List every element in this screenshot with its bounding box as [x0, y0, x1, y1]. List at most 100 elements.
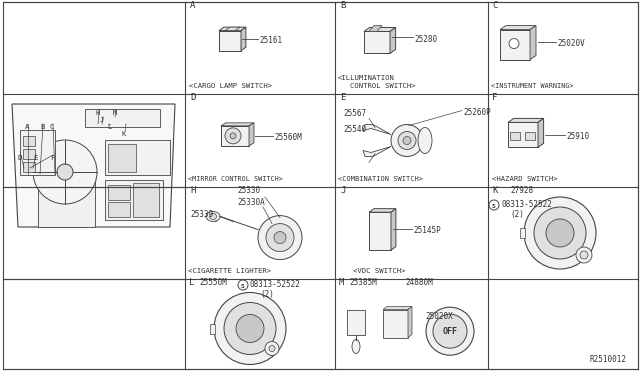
- Text: (2): (2): [510, 210, 524, 219]
- Bar: [383, 310, 408, 337]
- Polygon shape: [390, 28, 396, 54]
- Circle shape: [258, 216, 302, 260]
- Circle shape: [509, 39, 519, 49]
- Polygon shape: [12, 104, 175, 227]
- Bar: [500, 29, 530, 60]
- Polygon shape: [391, 209, 396, 250]
- Bar: [133, 183, 159, 217]
- Circle shape: [580, 251, 588, 259]
- Bar: [520, 228, 525, 238]
- Polygon shape: [241, 27, 246, 51]
- Bar: [525, 132, 535, 140]
- Ellipse shape: [352, 340, 360, 353]
- Polygon shape: [508, 118, 543, 122]
- Text: <INSTRUMENT WARNING>: <INSTRUMENT WARNING>: [491, 83, 573, 89]
- Text: 25330: 25330: [237, 186, 260, 195]
- Text: C: C: [50, 124, 54, 130]
- Text: 25260P: 25260P: [463, 108, 491, 117]
- Text: (2): (2): [260, 290, 274, 299]
- Bar: [347, 310, 365, 334]
- Polygon shape: [538, 118, 543, 147]
- Text: F: F: [50, 155, 54, 161]
- Polygon shape: [383, 307, 412, 310]
- Bar: [20, 130, 55, 175]
- Text: 24880M: 24880M: [405, 278, 433, 287]
- Polygon shape: [369, 25, 382, 32]
- Text: <MIRROR CONTROL SWITCH>: <MIRROR CONTROL SWITCH>: [188, 176, 283, 182]
- Polygon shape: [225, 27, 240, 31]
- Circle shape: [214, 292, 286, 365]
- Text: 25567: 25567: [343, 109, 366, 118]
- Text: 25280: 25280: [414, 35, 437, 44]
- Bar: [105, 140, 170, 175]
- Bar: [23, 136, 35, 146]
- Text: B: B: [340, 1, 346, 10]
- Text: <CIGARETTE LIGHTER>: <CIGARETTE LIGHTER>: [188, 268, 271, 274]
- Bar: [85, 109, 160, 127]
- Bar: [23, 149, 35, 159]
- Ellipse shape: [418, 128, 432, 154]
- Text: 25560M: 25560M: [274, 133, 301, 142]
- Circle shape: [225, 128, 241, 144]
- Text: 25385M: 25385M: [349, 278, 377, 287]
- Text: F: F: [492, 93, 497, 102]
- Text: D: D: [190, 93, 195, 102]
- Polygon shape: [369, 212, 391, 250]
- Circle shape: [266, 224, 294, 251]
- Bar: [210, 324, 215, 334]
- Text: J: J: [340, 186, 346, 195]
- Circle shape: [265, 341, 279, 356]
- Text: K: K: [492, 186, 497, 195]
- Polygon shape: [38, 177, 95, 227]
- Circle shape: [274, 232, 286, 244]
- Circle shape: [236, 314, 264, 343]
- Bar: [221, 126, 249, 146]
- Text: CONTROL SWITCH>: CONTROL SWITCH>: [350, 83, 415, 89]
- Circle shape: [230, 133, 236, 139]
- Bar: [105, 180, 163, 220]
- Polygon shape: [508, 122, 538, 147]
- Text: 25910: 25910: [566, 132, 589, 141]
- Polygon shape: [500, 26, 536, 29]
- Circle shape: [426, 307, 474, 355]
- Polygon shape: [369, 209, 396, 212]
- Circle shape: [33, 140, 97, 204]
- Polygon shape: [363, 147, 391, 157]
- Polygon shape: [219, 31, 241, 51]
- Polygon shape: [364, 32, 390, 54]
- Circle shape: [433, 314, 467, 348]
- Circle shape: [489, 200, 499, 210]
- Bar: [510, 132, 520, 140]
- Circle shape: [546, 219, 574, 247]
- Polygon shape: [408, 307, 412, 337]
- Text: 27928: 27928: [510, 186, 533, 195]
- Text: 25020V: 25020V: [557, 39, 585, 48]
- Text: H: H: [190, 186, 195, 195]
- Text: <ILLUMINATION: <ILLUMINATION: [338, 75, 395, 81]
- Ellipse shape: [391, 125, 423, 157]
- Ellipse shape: [209, 214, 216, 219]
- Polygon shape: [363, 125, 391, 135]
- Bar: [108, 144, 136, 172]
- Text: 25020X: 25020X: [425, 312, 452, 321]
- Text: 25550M: 25550M: [199, 278, 227, 287]
- Text: E: E: [33, 155, 37, 161]
- Text: 25540: 25540: [343, 125, 366, 134]
- Polygon shape: [249, 123, 254, 146]
- Circle shape: [238, 280, 248, 290]
- Ellipse shape: [403, 137, 411, 144]
- Text: L: L: [107, 124, 111, 130]
- Polygon shape: [221, 123, 254, 126]
- Circle shape: [534, 207, 586, 259]
- Text: A: A: [25, 124, 29, 130]
- Circle shape: [576, 247, 592, 263]
- Text: K: K: [122, 131, 126, 137]
- Text: S: S: [241, 283, 244, 289]
- Text: B: B: [40, 124, 44, 130]
- Polygon shape: [530, 26, 536, 60]
- Text: C: C: [492, 1, 497, 10]
- Text: J: J: [100, 117, 104, 123]
- Text: M: M: [339, 278, 344, 287]
- Text: 25339: 25339: [190, 210, 213, 219]
- Bar: [23, 162, 35, 172]
